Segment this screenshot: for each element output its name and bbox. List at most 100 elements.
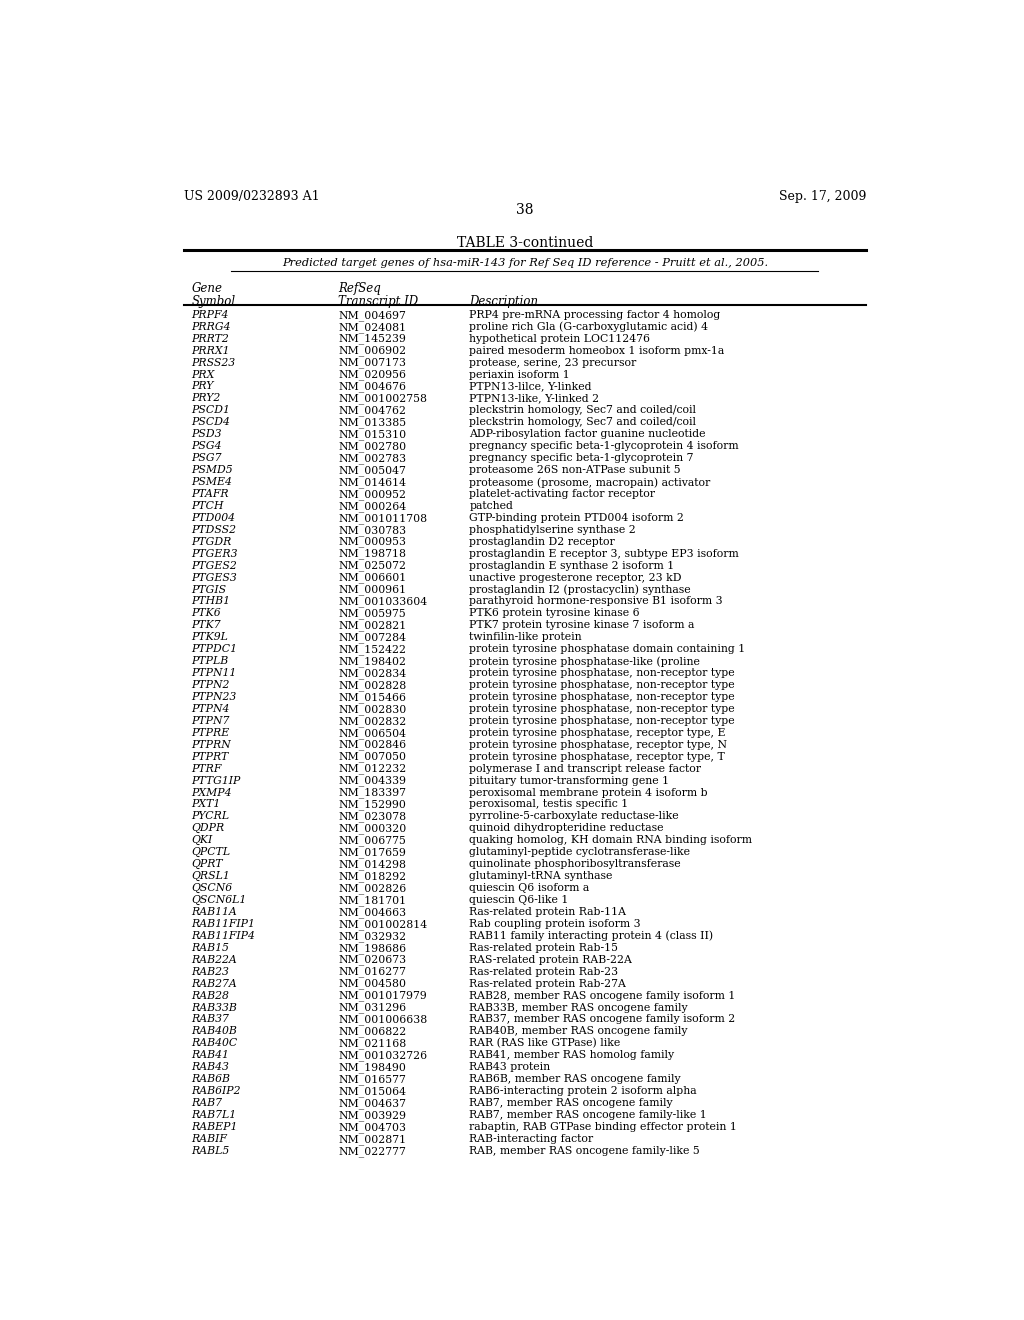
Text: RAB, member RAS oncogene family-like 5: RAB, member RAS oncogene family-like 5	[469, 1146, 700, 1156]
Text: NM_017659: NM_017659	[338, 847, 407, 858]
Text: RAR (RAS like GTPase) like: RAR (RAS like GTPase) like	[469, 1039, 621, 1048]
Text: QSCN6: QSCN6	[191, 883, 232, 894]
Text: quaking homolog, KH domain RNA binding isoform: quaking homolog, KH domain RNA binding i…	[469, 836, 753, 845]
Text: RAB11FIP1: RAB11FIP1	[191, 919, 255, 929]
Text: pleckstrin homology, Sec7 and coiled/coil: pleckstrin homology, Sec7 and coiled/coi…	[469, 417, 696, 428]
Text: Ras-related protein Rab-23: Ras-related protein Rab-23	[469, 966, 618, 977]
Text: NM_198718: NM_198718	[338, 549, 407, 560]
Text: proteasome (prosome, macropain) activator: proteasome (prosome, macropain) activato…	[469, 477, 711, 487]
Text: RABL5: RABL5	[191, 1146, 229, 1156]
Text: PTGER3: PTGER3	[191, 549, 238, 558]
Text: NM_032932: NM_032932	[338, 931, 407, 941]
Text: RAB33B, member RAS oncogene family: RAB33B, member RAS oncogene family	[469, 1002, 688, 1012]
Text: Predicted target genes of hsa-miR-143 for Ref Seq ID reference - Pruitt et al., : Predicted target genes of hsa-miR-143 fo…	[282, 257, 768, 268]
Text: PRRG4: PRRG4	[191, 322, 231, 331]
Text: platelet-activating factor receptor: platelet-activating factor receptor	[469, 488, 655, 499]
Text: RAB22A: RAB22A	[191, 954, 238, 965]
Text: quiescin Q6 isoform a: quiescin Q6 isoform a	[469, 883, 590, 894]
Text: prostaglandin E receptor 3, subtype EP3 isoform: prostaglandin E receptor 3, subtype EP3 …	[469, 549, 739, 558]
Text: patched: patched	[469, 500, 513, 511]
Text: pyrroline-5-carboxylate reductase-like: pyrroline-5-carboxylate reductase-like	[469, 812, 679, 821]
Text: PTPDC1: PTPDC1	[191, 644, 238, 655]
Text: NM_000952: NM_000952	[338, 488, 407, 500]
Text: PTPLB: PTPLB	[191, 656, 228, 667]
Text: PTPN11: PTPN11	[191, 668, 237, 678]
Text: NM_002834: NM_002834	[338, 668, 407, 678]
Text: NM_002821: NM_002821	[338, 620, 407, 631]
Text: protein tyrosine phosphatase, non-receptor type: protein tyrosine phosphatase, non-recept…	[469, 668, 735, 678]
Text: ADP-ribosylation factor guanine nucleotide: ADP-ribosylation factor guanine nucleoti…	[469, 429, 706, 440]
Text: RAB-interacting factor: RAB-interacting factor	[469, 1134, 593, 1144]
Text: PRRX1: PRRX1	[191, 346, 230, 355]
Text: PRP4 pre-mRNA processing factor 4 homolog: PRP4 pre-mRNA processing factor 4 homolo…	[469, 310, 721, 319]
Text: pregnancy specific beta-1-glycoprotein 4 isoform: pregnancy specific beta-1-glycoprotein 4…	[469, 441, 739, 451]
Text: protein tyrosine phosphatase, receptor type, N: protein tyrosine phosphatase, receptor t…	[469, 739, 727, 750]
Text: NM_145239: NM_145239	[338, 334, 407, 345]
Text: protein tyrosine phosphatase, non-receptor type: protein tyrosine phosphatase, non-recept…	[469, 704, 735, 714]
Text: quinolinate phosphoribosyltransferase: quinolinate phosphoribosyltransferase	[469, 859, 681, 869]
Text: protein tyrosine phosphatase, receptor type, E: protein tyrosine phosphatase, receptor t…	[469, 727, 726, 738]
Text: NM_198686: NM_198686	[338, 942, 407, 953]
Text: NM_004676: NM_004676	[338, 381, 407, 392]
Text: Sep. 17, 2009: Sep. 17, 2009	[778, 190, 866, 203]
Text: NM_001032726: NM_001032726	[338, 1051, 427, 1061]
Text: PTGIS: PTGIS	[191, 585, 226, 594]
Text: NM_000961: NM_000961	[338, 585, 407, 595]
Text: PSCD4: PSCD4	[191, 417, 230, 428]
Text: PRX: PRX	[191, 370, 215, 380]
Text: NM_006504: NM_006504	[338, 727, 407, 739]
Text: RAB28: RAB28	[191, 990, 229, 1001]
Text: PTPRN: PTPRN	[191, 739, 231, 750]
Text: PRRT2: PRRT2	[191, 334, 229, 343]
Text: PRSS23: PRSS23	[191, 358, 236, 367]
Text: NM_183397: NM_183397	[338, 788, 407, 799]
Text: NM_001006638: NM_001006638	[338, 1015, 428, 1026]
Text: TABLE 3-continued: TABLE 3-continued	[457, 236, 593, 249]
Text: Rab coupling protein isoform 3: Rab coupling protein isoform 3	[469, 919, 641, 929]
Text: RAB6IP2: RAB6IP2	[191, 1086, 241, 1096]
Text: RAB11 family interacting protein 4 (class II): RAB11 family interacting protein 4 (clas…	[469, 931, 714, 941]
Text: NM_001033604: NM_001033604	[338, 597, 427, 607]
Text: PRY2: PRY2	[191, 393, 221, 404]
Text: NM_001002814: NM_001002814	[338, 919, 427, 929]
Text: RAB41: RAB41	[191, 1051, 229, 1060]
Text: NM_002832: NM_002832	[338, 715, 407, 726]
Text: NM_006775: NM_006775	[338, 836, 407, 846]
Text: NM_020956: NM_020956	[338, 370, 407, 380]
Text: rabaptin, RAB GTPase binding effector protein 1: rabaptin, RAB GTPase binding effector pr…	[469, 1122, 737, 1133]
Text: RAB33B: RAB33B	[191, 1002, 238, 1012]
Text: protease, serine, 23 precursor: protease, serine, 23 precursor	[469, 358, 637, 367]
Text: PTGES2: PTGES2	[191, 561, 238, 570]
Text: RAB40B: RAB40B	[191, 1027, 238, 1036]
Text: PXMP4: PXMP4	[191, 788, 232, 797]
Text: NM_004637: NM_004637	[338, 1098, 407, 1109]
Text: NM_016577: NM_016577	[338, 1074, 407, 1085]
Text: NM_015310: NM_015310	[338, 429, 407, 440]
Text: RAB43 protein: RAB43 protein	[469, 1063, 550, 1072]
Text: prostaglandin D2 receptor: prostaglandin D2 receptor	[469, 537, 615, 546]
Text: RefSeq: RefSeq	[338, 282, 381, 296]
Text: RAB28, member RAS oncogene family isoform 1: RAB28, member RAS oncogene family isofor…	[469, 990, 735, 1001]
Text: PTK6 protein tyrosine kinase 6: PTK6 protein tyrosine kinase 6	[469, 609, 640, 618]
Text: quinoid dihydropteridine reductase: quinoid dihydropteridine reductase	[469, 824, 664, 833]
Text: NM_002871: NM_002871	[338, 1134, 407, 1144]
Text: protein tyrosine phosphatase, non-receptor type: protein tyrosine phosphatase, non-recept…	[469, 680, 735, 690]
Text: RAB7, member RAS oncogene family: RAB7, member RAS oncogene family	[469, 1098, 673, 1107]
Text: QRSL1: QRSL1	[191, 871, 230, 882]
Text: NM_006902: NM_006902	[338, 346, 407, 356]
Text: PTPN4: PTPN4	[191, 704, 229, 714]
Text: glutaminyl-tRNA synthase: glutaminyl-tRNA synthase	[469, 871, 612, 882]
Text: peroxisomal, testis specific 1: peroxisomal, testis specific 1	[469, 800, 629, 809]
Text: parathyroid hormone-responsive B1 isoform 3: parathyroid hormone-responsive B1 isofor…	[469, 597, 723, 606]
Text: NM_000320: NM_000320	[338, 824, 407, 834]
Text: Ras-related protein Rab-27A: Ras-related protein Rab-27A	[469, 978, 626, 989]
Text: NM_014298: NM_014298	[338, 859, 407, 870]
Text: NM_006601: NM_006601	[338, 573, 407, 583]
Text: protein tyrosine phosphatase, non-receptor type: protein tyrosine phosphatase, non-recept…	[469, 715, 735, 726]
Text: RAB37: RAB37	[191, 1015, 229, 1024]
Text: NM_005047: NM_005047	[338, 465, 407, 475]
Text: RAS-related protein RAB-22A: RAS-related protein RAB-22A	[469, 954, 632, 965]
Text: QDPR: QDPR	[191, 824, 224, 833]
Text: twinfilin-like protein: twinfilin-like protein	[469, 632, 582, 643]
Text: protein tyrosine phosphatase-like (proline: protein tyrosine phosphatase-like (proli…	[469, 656, 700, 667]
